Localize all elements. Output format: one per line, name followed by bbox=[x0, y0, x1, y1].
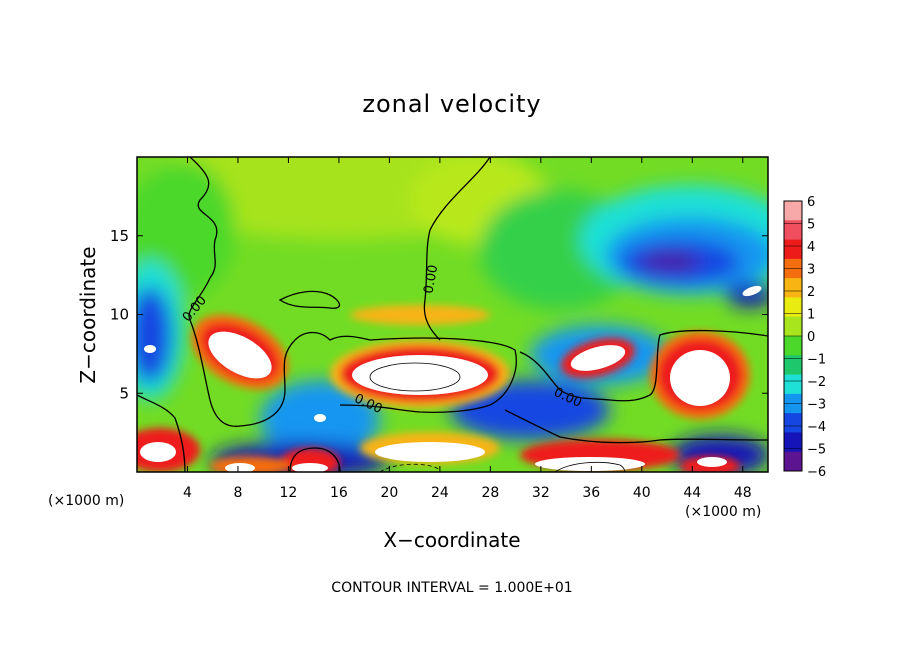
colorbar-swatch bbox=[784, 201, 802, 221]
colorbar-swatch bbox=[784, 278, 802, 298]
colorbar-label: 3 bbox=[807, 263, 815, 278]
x-tick-label: 16 bbox=[330, 485, 348, 501]
colorbar-swatch bbox=[784, 297, 802, 318]
colorbar-label: 4 bbox=[807, 240, 815, 255]
x-tick-label: 32 bbox=[532, 485, 550, 501]
y-tick-label: 15 bbox=[110, 227, 129, 245]
colorbar-label: −2 bbox=[807, 375, 826, 390]
y-tick-label: 10 bbox=[110, 306, 129, 324]
chart-title: zonal velocity bbox=[362, 90, 541, 118]
x-axis-unit-left: (×1000 m) bbox=[48, 493, 124, 509]
contour-lines bbox=[137, 157, 768, 472]
contour-label: 0.00 bbox=[421, 264, 441, 295]
colorbar-swatch bbox=[784, 355, 802, 376]
colorbar-label: 0 bbox=[807, 330, 815, 345]
x-tick-label: 4 bbox=[183, 485, 192, 501]
colorbar-label: −4 bbox=[807, 420, 826, 435]
x-tick-label: 12 bbox=[280, 485, 298, 501]
x-axis-label: X−coordinate bbox=[383, 528, 520, 552]
colorbar-swatch bbox=[784, 413, 802, 433]
x-tick-label: 40 bbox=[633, 485, 651, 501]
colorbar-swatch bbox=[784, 239, 802, 260]
colorbar-swatch bbox=[784, 374, 802, 395]
x-tick-label: 28 bbox=[481, 485, 499, 501]
x-tick-label: 20 bbox=[380, 485, 398, 501]
x-tick-label: 24 bbox=[431, 485, 449, 501]
x-tick-label: 44 bbox=[683, 485, 701, 501]
colorbar-label: −6 bbox=[807, 465, 826, 480]
colorbar-label: 6 bbox=[807, 195, 815, 210]
colorbar-label: −5 bbox=[807, 443, 826, 458]
colorbar-swatch bbox=[784, 220, 802, 241]
x-tick-label: 8 bbox=[233, 485, 242, 501]
inner-contours bbox=[369, 362, 626, 472]
x-tick-label: 48 bbox=[734, 485, 752, 501]
y-axis: 5 10 15 bbox=[110, 227, 768, 402]
x-axis: 4 8 12 16 20 24 28 32 36 40 44 48 bbox=[183, 157, 752, 501]
colorbar-label: 1 bbox=[807, 308, 815, 323]
heatmap-field bbox=[137, 157, 768, 472]
colorbar-label: −1 bbox=[807, 353, 826, 368]
colorbar-swatch bbox=[784, 451, 802, 472]
colorbar-label: 5 bbox=[807, 218, 815, 233]
x-tick-label: 36 bbox=[582, 485, 600, 501]
y-axis-label: Z−coordinate bbox=[76, 246, 100, 383]
colorbar-label: −3 bbox=[807, 398, 826, 413]
colorbar-swatch bbox=[784, 316, 802, 337]
colorbar: 6 5 4 3 2 1 0 −1 −2 −3 −4 −5 −6 bbox=[783, 195, 826, 480]
colorbar-swatch bbox=[784, 432, 802, 453]
colorbar-label: 2 bbox=[807, 285, 815, 300]
contour-interval-footer: CONTOUR INTERVAL = 1.000E+01 bbox=[331, 580, 572, 596]
x-axis-unit-right: (×1000 m) bbox=[685, 504, 761, 520]
colorbar-swatch bbox=[784, 336, 802, 356]
y-tick-label: 5 bbox=[119, 384, 129, 402]
